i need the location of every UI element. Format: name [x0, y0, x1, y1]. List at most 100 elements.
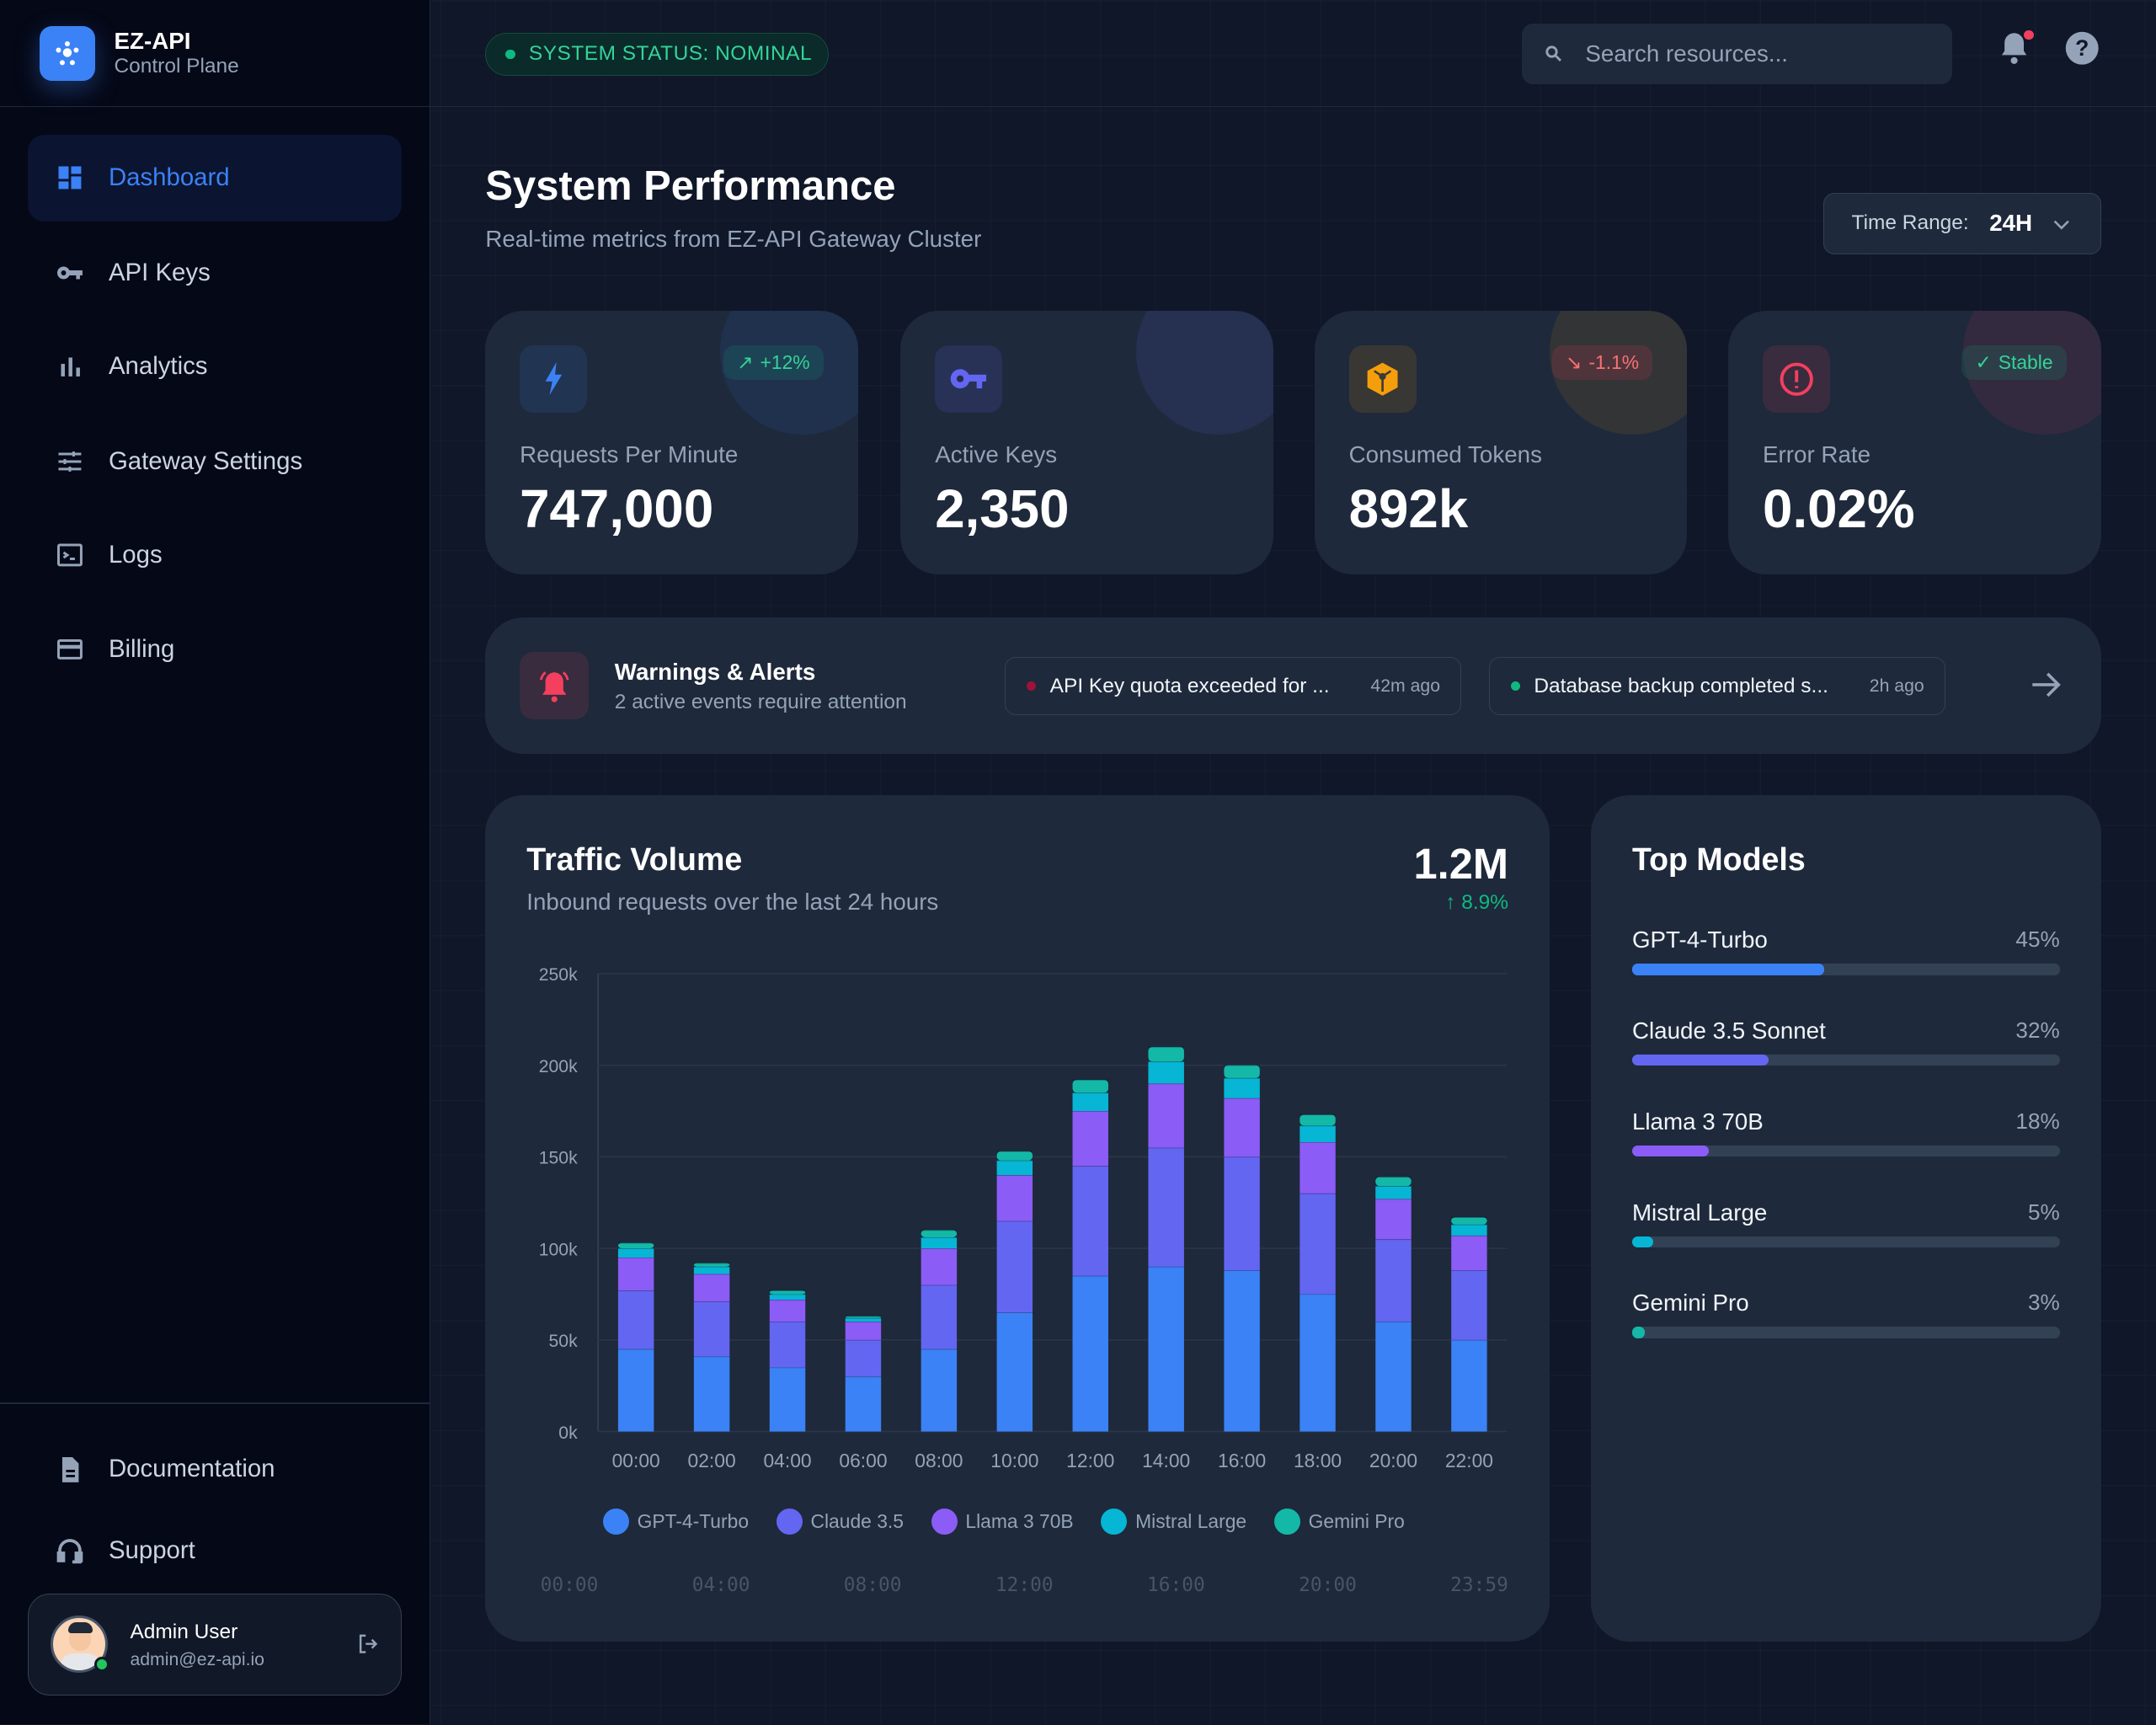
bar-segment[interactable]	[921, 1230, 958, 1238]
model-name: GPT-4-Turbo	[1631, 927, 1768, 953]
bar-segment[interactable]	[617, 1242, 654, 1249]
bar-segment[interactable]	[1451, 1235, 1487, 1271]
x-tick-label: 18:00	[1294, 1450, 1342, 1471]
bar-segment[interactable]	[617, 1257, 654, 1291]
trend-badge: ↘ -1.1%	[1551, 344, 1653, 380]
sidebar-item-api-keys[interactable]: API Keys	[28, 230, 402, 317]
bar-segment[interactable]	[1148, 1061, 1184, 1084]
bar-segment[interactable]	[1072, 1080, 1108, 1093]
bar-segment[interactable]	[1375, 1239, 1412, 1322]
arrow-right-icon[interactable]	[2030, 670, 2063, 706]
bar-segment[interactable]	[921, 1348, 958, 1432]
logo-icon[interactable]	[40, 26, 95, 82]
credit-card-icon	[55, 634, 85, 665]
bar-segment[interactable]	[1299, 1294, 1336, 1432]
bar-segment[interactable]	[845, 1316, 882, 1318]
check-icon: ✓	[1975, 350, 1992, 373]
bar-segment[interactable]	[693, 1263, 730, 1267]
help-icon[interactable]: ?	[2064, 30, 2100, 72]
bar-segment[interactable]	[1072, 1166, 1108, 1276]
legend-item[interactable]: GPT-4-Turbo	[602, 1509, 749, 1535]
model-progress-track	[1631, 964, 2060, 975]
logout-icon[interactable]	[355, 1632, 380, 1662]
bar-segment[interactable]	[769, 1290, 806, 1295]
sidebar-item-analytics[interactable]: Analytics	[28, 323, 402, 410]
bar-segment[interactable]	[769, 1300, 806, 1322]
legend-item[interactable]: Mistral Large	[1101, 1509, 1246, 1535]
bar-segment[interactable]	[1451, 1224, 1487, 1236]
bar-segment[interactable]	[617, 1348, 654, 1432]
bar-segment[interactable]	[1375, 1322, 1412, 1432]
bar-segment[interactable]	[1375, 1186, 1412, 1199]
bar-segment[interactable]	[1224, 1270, 1260, 1432]
bar-segment[interactable]	[1148, 1266, 1184, 1432]
arrow-up-icon: ↑	[1445, 890, 1462, 914]
sidebar-item-documentation[interactable]: Documentation	[28, 1426, 402, 1513]
bar-segment[interactable]	[996, 1220, 1033, 1313]
bar-segment[interactable]	[996, 1151, 1033, 1161]
bar-segment[interactable]	[769, 1367, 806, 1432]
bar-segment[interactable]	[845, 1376, 882, 1432]
bar-segment[interactable]	[1299, 1125, 1336, 1142]
bar-segment[interactable]	[1451, 1217, 1487, 1225]
bar-segment[interactable]	[1224, 1077, 1260, 1098]
y-tick-label: 150k	[539, 1149, 578, 1168]
bar-segment[interactable]	[1224, 1156, 1260, 1271]
sidebar-item-gateway-settings[interactable]: Gateway Settings	[28, 418, 402, 505]
bar-segment[interactable]	[693, 1274, 730, 1302]
search-input[interactable]: Search resources...	[1522, 23, 1953, 84]
sidebar-item-dashboard[interactable]: Dashboard	[27, 134, 402, 222]
bar-segment[interactable]	[921, 1248, 958, 1285]
bar-segment[interactable]	[693, 1356, 730, 1432]
model-row: GPT-4-Turbo 45%	[1631, 927, 2060, 975]
stat-card-active-keys: Active Keys 2,350	[900, 310, 1273, 575]
legend-label: Gemini Pro	[1308, 1510, 1405, 1533]
sidebar-item-support[interactable]: Support	[28, 1507, 402, 1594]
sidebar-item-logs[interactable]: Logs	[28, 511, 402, 598]
bar-segment[interactable]	[617, 1290, 654, 1349]
sidebar-item-billing[interactable]: Billing	[28, 606, 402, 693]
bar-segment[interactable]	[921, 1237, 958, 1249]
bar-segment[interactable]	[1072, 1111, 1108, 1167]
alert-item[interactable]: API Key quota exceeded for ... 42m ago	[1005, 657, 1462, 715]
bar-segment[interactable]	[996, 1175, 1033, 1221]
bar-segment[interactable]	[845, 1339, 882, 1377]
x-tick-label: 16:00	[1218, 1450, 1266, 1471]
bar-segment[interactable]	[845, 1322, 882, 1340]
user-card[interactable]: Admin User admin@ez-api.io	[27, 1594, 402, 1696]
bar-segment[interactable]	[693, 1266, 730, 1274]
x-tick-label: 08:00	[915, 1450, 963, 1471]
bar-segment[interactable]	[1224, 1065, 1260, 1078]
bar-segment[interactable]	[1072, 1092, 1108, 1112]
model-progress-fill	[1631, 1145, 1710, 1157]
bar-segment[interactable]	[1072, 1275, 1108, 1432]
bar-segment[interactable]	[1375, 1199, 1412, 1240]
bar-segment[interactable]	[1451, 1339, 1487, 1432]
bar-segment[interactable]	[617, 1248, 654, 1258]
alert-item[interactable]: Database backup completed s... 2h ago	[1489, 657, 1946, 715]
bar-segment[interactable]	[693, 1301, 730, 1357]
time-range-select[interactable]: Time Range: 24H	[1822, 192, 2101, 255]
bar-segment[interactable]	[1224, 1097, 1260, 1157]
bar-segment[interactable]	[1148, 1046, 1184, 1062]
legend-item[interactable]: Claude 3.5	[776, 1509, 904, 1535]
bar-segment[interactable]	[1299, 1114, 1336, 1126]
bar-segment[interactable]	[1148, 1083, 1184, 1148]
bar-segment[interactable]	[845, 1317, 882, 1322]
bar-segment[interactable]	[996, 1312, 1033, 1432]
app-name: EZ-API	[114, 27, 191, 54]
notification-bell-icon[interactable]	[1998, 29, 2034, 72]
bar-segment[interactable]	[1299, 1193, 1336, 1295]
bar-segment[interactable]	[769, 1322, 806, 1368]
model-row: Claude 3.5 Sonnet 32%	[1631, 1017, 2060, 1066]
bar-segment[interactable]	[1451, 1270, 1487, 1340]
bar-segment[interactable]	[1299, 1141, 1336, 1194]
bar-segment[interactable]	[1375, 1177, 1412, 1187]
bar-segment[interactable]	[996, 1160, 1033, 1176]
legend-item[interactable]: Llama 3 70B	[931, 1509, 1074, 1535]
legend-item[interactable]: Gemini Pro	[1273, 1509, 1405, 1535]
bar-segment[interactable]	[921, 1284, 958, 1349]
bar-segment[interactable]	[769, 1294, 806, 1300]
stat-label: Error Rate	[1763, 441, 1871, 468]
bar-segment[interactable]	[1148, 1147, 1184, 1267]
